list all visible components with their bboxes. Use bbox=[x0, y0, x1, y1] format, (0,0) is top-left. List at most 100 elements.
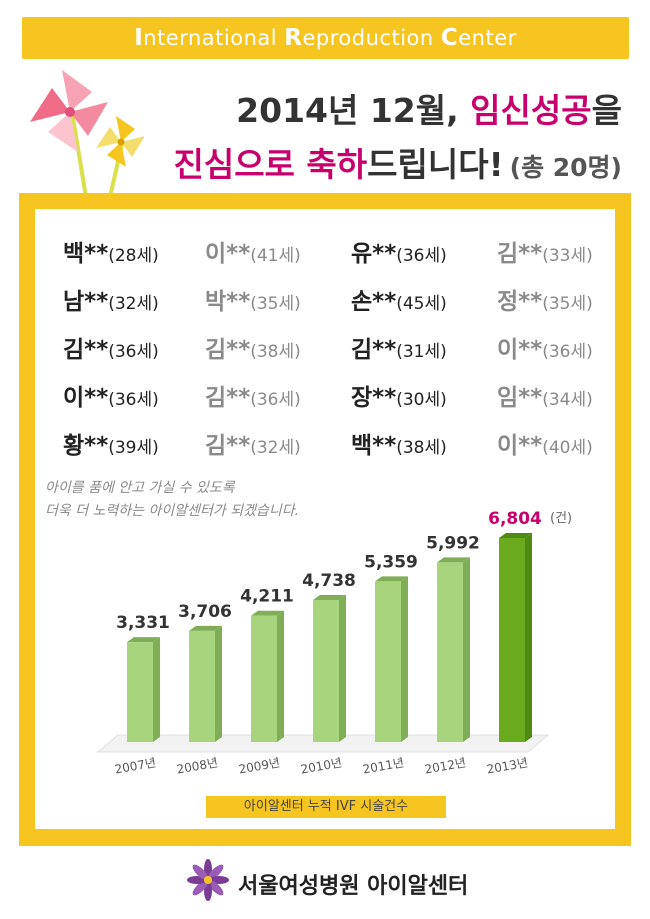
bar-value-label: 5,359 bbox=[364, 552, 418, 572]
patient-name: 장**(30세) bbox=[351, 383, 497, 415]
patient-initial: 백** bbox=[63, 241, 109, 267]
category-tick-label: 2012년 bbox=[424, 756, 467, 777]
patient-initial: 이** bbox=[497, 433, 543, 459]
patient-name: 박**(35세) bbox=[205, 287, 351, 319]
name-grid: 백**(28세) 이**(41세) 유**(36세) 김**(33세) 남**(32세)… bbox=[63, 239, 643, 463]
bar-top bbox=[251, 610, 284, 616]
patient-age: (36세) bbox=[108, 390, 159, 410]
bar-top bbox=[499, 533, 532, 538]
patient-name: 임**(34세) bbox=[497, 383, 643, 415]
patient-age: (45세) bbox=[396, 294, 447, 314]
patient-initial: 김** bbox=[205, 337, 251, 363]
patient-initial: 김** bbox=[351, 337, 397, 363]
bar-side bbox=[215, 625, 222, 742]
patient-initial: 장** bbox=[351, 385, 397, 411]
category-tick-label: 2011년 bbox=[362, 756, 405, 777]
bar-top bbox=[313, 594, 346, 600]
patient-age: (35세) bbox=[250, 294, 301, 314]
patient-name: 김**(31세) bbox=[351, 335, 497, 367]
patient-name: 이**(41세) bbox=[205, 239, 351, 271]
patient-initial: 이** bbox=[205, 241, 251, 267]
patient-name: 김**(38세) bbox=[205, 335, 351, 367]
banner-cap-c: C bbox=[440, 25, 459, 51]
category-tick-label: 2009년 bbox=[238, 756, 281, 777]
patient-initial: 박** bbox=[205, 289, 251, 315]
bar bbox=[313, 599, 339, 742]
bar bbox=[251, 615, 277, 742]
patient-name: 이**(36세) bbox=[63, 383, 205, 415]
patient-age: (34세) bbox=[542, 390, 593, 410]
bar-value-label: 3,706 bbox=[178, 602, 232, 622]
category-tick-label: 2010년 bbox=[300, 756, 343, 777]
bar-side bbox=[277, 610, 284, 742]
patient-initial: 김** bbox=[205, 385, 251, 411]
banner-rest-r: eproduction bbox=[302, 26, 441, 50]
message: 아이를 품에 안고 가실 수 있도록 더욱 더 노력하는 아이알센터가 되겠습니… bbox=[45, 477, 299, 523]
bar-top bbox=[437, 557, 470, 563]
patient-initial: 남** bbox=[63, 289, 109, 315]
bar-top bbox=[375, 576, 408, 582]
patient-age: (36세) bbox=[250, 390, 301, 410]
patient-name: 남**(32세) bbox=[63, 287, 205, 319]
patient-name: 이**(40세) bbox=[497, 431, 643, 463]
headline-date: 2014년 12월, bbox=[236, 91, 471, 130]
bar-top bbox=[189, 625, 222, 631]
bar-value-label: 4,211 bbox=[240, 587, 294, 607]
bar-value-label: 5,992 bbox=[426, 533, 480, 553]
bar bbox=[127, 642, 153, 742]
patient-initial: 정** bbox=[497, 289, 543, 315]
category-tick-label: 2007년 bbox=[114, 756, 157, 777]
patient-age: (38세) bbox=[396, 438, 447, 458]
patient-age: (38세) bbox=[250, 342, 301, 362]
patient-age: (28세) bbox=[108, 246, 159, 266]
patient-age: (32세) bbox=[250, 438, 301, 458]
patient-name: 김**(36세) bbox=[63, 335, 205, 367]
headline-offer: 드립니다! bbox=[367, 145, 504, 184]
patient-initial: 임** bbox=[497, 385, 543, 411]
pinwheel-icon bbox=[30, 70, 144, 198]
category-tick-label: 2008년 bbox=[176, 756, 219, 777]
patient-name: 김**(36세) bbox=[205, 383, 351, 415]
message-line-2: 더욱 더 노력하는 아이알센터가 되겠습니다. bbox=[45, 503, 300, 519]
bar-side bbox=[339, 594, 346, 742]
patient-age: (32세) bbox=[108, 294, 159, 314]
center-banner: International Reproduction Center bbox=[22, 17, 629, 59]
banner-rest-c: enter bbox=[458, 26, 517, 50]
patient-age: (40세) bbox=[542, 438, 593, 458]
patient-name: 김**(33세) bbox=[497, 239, 643, 271]
hospital-name: 서울여성병원 아이알센터 bbox=[238, 874, 469, 899]
headline-congrats: 축하 bbox=[306, 145, 368, 184]
patient-name: 정**(35세) bbox=[497, 287, 643, 319]
bar bbox=[375, 581, 401, 742]
chart-unit-label: (건) bbox=[550, 511, 572, 526]
bar bbox=[437, 562, 463, 742]
patient-age: (36세) bbox=[396, 246, 447, 266]
bar-side bbox=[463, 557, 470, 742]
chart-title: 아이알센터 누적 IVF 시술건수 bbox=[206, 796, 446, 818]
bar-value-label: 3,331 bbox=[116, 613, 170, 633]
patient-initial: 김** bbox=[205, 433, 251, 459]
patient-name: 유**(36세) bbox=[351, 239, 497, 271]
bar bbox=[499, 538, 525, 742]
bar-side bbox=[401, 576, 408, 742]
bar bbox=[189, 630, 215, 742]
patient-age: (39세) bbox=[108, 438, 159, 458]
message-line-1: 아이를 품에 안고 가실 수 있도록 bbox=[45, 480, 235, 496]
headline-total: (총 20명) bbox=[509, 153, 622, 182]
headline-line-2: 진심으로 축하드립니다! (총 20명) bbox=[173, 138, 622, 186]
patient-name: 황**(39세) bbox=[63, 431, 205, 463]
flower-logo-icon bbox=[187, 859, 229, 901]
patient-initial: 백** bbox=[351, 433, 397, 459]
patient-initial: 김** bbox=[497, 241, 543, 267]
bar-value-label: 6,804 bbox=[488, 509, 542, 529]
patient-name: 김**(32세) bbox=[205, 431, 351, 463]
patient-age: (33세) bbox=[542, 246, 593, 266]
patient-name: 손**(45세) bbox=[351, 287, 497, 319]
headline-line-1: 2014년 12월, 임신성공을 bbox=[236, 84, 622, 132]
patient-initial: 황** bbox=[63, 433, 109, 459]
banner-cap-i: I bbox=[134, 25, 144, 51]
banner-cap-r: R bbox=[284, 25, 303, 51]
patient-name: 백**(28세) bbox=[63, 239, 205, 271]
patient-initial: 유** bbox=[351, 241, 397, 267]
footer: 서울여성병원 아이알센터 bbox=[0, 858, 650, 908]
